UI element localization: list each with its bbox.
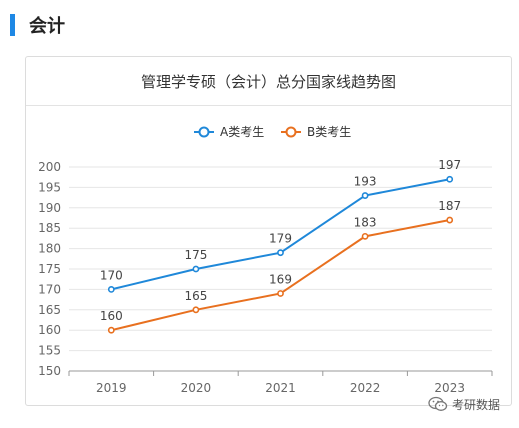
data-label: 183 — [354, 215, 377, 229]
data-label: 179 — [269, 232, 292, 246]
chart-title: 管理学专硕（会计）总分国家线趋势图 — [140, 72, 396, 91]
y-tick-label: 160 — [38, 323, 61, 337]
data-point — [107, 326, 115, 334]
data-label: 160 — [100, 309, 123, 323]
y-tick-label: 180 — [38, 242, 61, 256]
data-point — [277, 290, 284, 297]
y-tick-label: 195 — [38, 180, 61, 194]
watermark-text: 考研数据 — [452, 397, 501, 412]
wechat-icon — [428, 396, 448, 411]
legend-label: A类考生 — [220, 125, 264, 139]
x-tick-label: 2020 — [181, 381, 212, 395]
data-label: 170 — [100, 268, 123, 282]
x-tick-label: 2023 — [434, 381, 465, 395]
y-tick-label: 200 — [38, 160, 61, 174]
data-point — [361, 192, 369, 199]
y-tick-label: 170 — [38, 282, 61, 296]
section-header: 会计 — [10, 12, 65, 38]
data-point — [107, 285, 115, 293]
legend-marker — [285, 126, 297, 138]
x-tick-label: 2022 — [350, 381, 381, 395]
x-tick-label: 2019 — [96, 381, 127, 395]
y-tick-label: 155 — [38, 344, 61, 358]
y-tick-label: 185 — [38, 221, 61, 235]
watermark: 考研数据 — [428, 395, 500, 413]
section-title: 会计 — [29, 16, 65, 37]
data-label: 187 — [438, 199, 461, 213]
y-tick-label: 175 — [38, 262, 61, 276]
chart-header: 管理学专硕（会计）总分国家线趋势图 — [26, 57, 511, 106]
y-tick-label: 165 — [38, 303, 61, 317]
data-point — [446, 216, 454, 224]
chart-card: 管理学专硕（会计）总分国家线趋势图 150 155 160 165 170 175 180 1… — [25, 56, 512, 406]
data-point — [446, 175, 454, 183]
y-tick-label: 190 — [38, 201, 61, 215]
data-label: 193 — [354, 175, 377, 189]
data-label: 165 — [184, 289, 207, 303]
data-point — [277, 249, 284, 257]
section-accent-bar — [10, 14, 15, 36]
legend-marker — [198, 126, 210, 138]
x-tick-label: 2021 — [265, 381, 296, 395]
data-point — [192, 306, 200, 314]
y-tick-label: 150 — [38, 364, 61, 378]
data-label: 169 — [269, 272, 292, 286]
line-chart: 150 155 160 165 170 175 180 185 190 195 200 2019 202… — [38, 125, 493, 395]
data-point — [192, 265, 200, 273]
data-point — [361, 232, 369, 240]
data-label: 175 — [184, 248, 207, 262]
data-label: 197 — [438, 158, 461, 172]
legend-label: B类考生 — [307, 125, 351, 139]
